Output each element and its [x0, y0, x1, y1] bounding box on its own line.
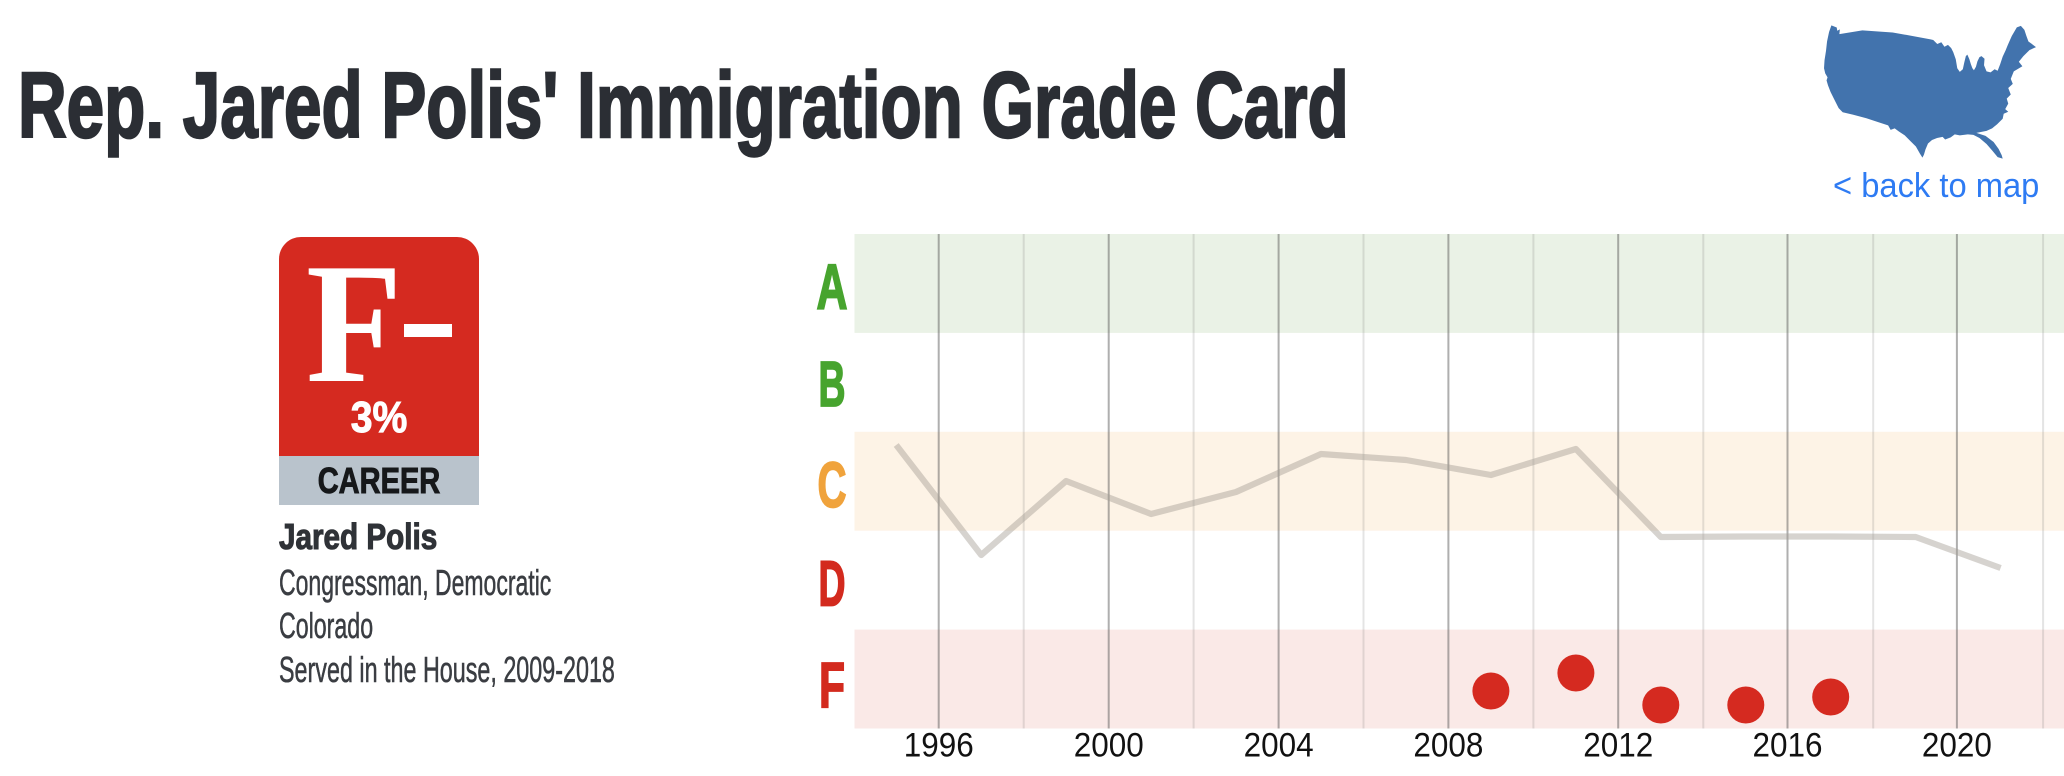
svg-text:2000: 2000: [1074, 727, 1144, 765]
svg-text:F: F: [819, 649, 845, 721]
svg-text:2004: 2004: [1244, 727, 1314, 765]
svg-text:2020: 2020: [1922, 727, 1992, 765]
svg-text:A: A: [817, 251, 848, 323]
svg-text:C: C: [818, 449, 847, 521]
svg-text:2008: 2008: [1413, 727, 1483, 765]
svg-text:2012: 2012: [1583, 727, 1653, 765]
svg-text:2016: 2016: [1753, 727, 1823, 765]
svg-text:1996: 1996: [904, 727, 974, 765]
svg-text:B: B: [819, 348, 846, 420]
svg-text:D: D: [819, 548, 846, 620]
